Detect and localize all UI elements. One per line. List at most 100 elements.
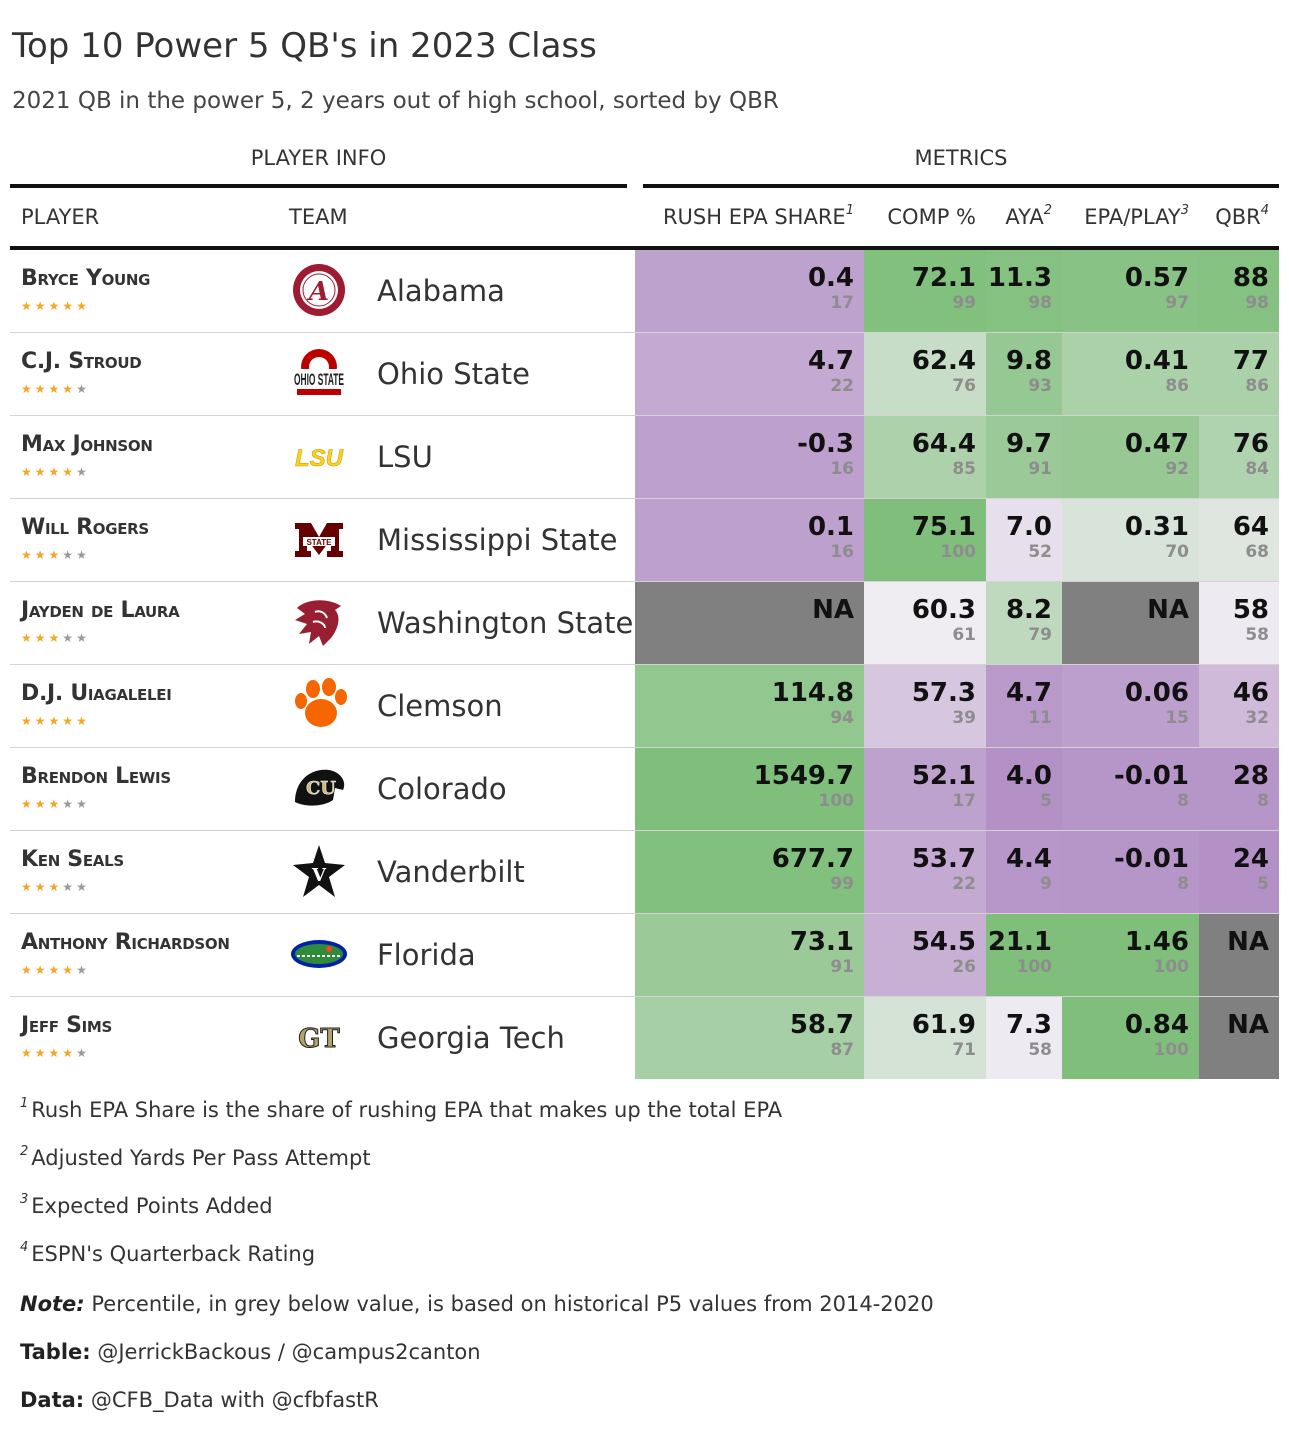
player-name: Jayden de Laura — [21, 598, 180, 623]
metric-percentile: 100 — [1153, 1040, 1190, 1060]
metric-percentile: 68 — [1245, 542, 1269, 562]
star-icon: ★ — [48, 797, 63, 811]
star-icon: ★ — [34, 299, 49, 313]
team-name: Washington State — [377, 606, 634, 640]
metric-value: 8.2 — [1005, 595, 1052, 625]
metric-percentile: 100 — [818, 791, 855, 811]
metric-cell-comp: 54.5 26 — [864, 914, 986, 996]
table-row: Jeff Sims ★★★★★ GT Georgia Tech 58.7 87 61.9 71… — [10, 997, 1279, 1080]
metric-cell-qbr: 28 8 — [1199, 748, 1279, 830]
svg-text:A: A — [306, 277, 329, 307]
footnote: 2 Adjusted Yards Per Pass Attempt — [20, 1144, 371, 1170]
table-row: Max Johnson ★★★★★ LSU LSU -0.3 16 64.4 85 9.7 91 0… — [10, 416, 1279, 499]
star-icon: ★ — [48, 382, 63, 396]
metric-percentile: 8 — [1177, 874, 1189, 894]
spanner-rule-player-info — [10, 184, 627, 188]
metric-percentile: 85 — [952, 459, 976, 479]
metric-cell-epa: 0.57 97 — [1062, 250, 1199, 332]
star-rating: ★★★★★ — [21, 1046, 90, 1060]
player-name: Jeff Sims — [21, 1013, 113, 1038]
table-row: Anthony Richardson ★★★★★ Florida 73.1 91 54.5… — [10, 914, 1279, 997]
metric-value: NA — [1227, 927, 1269, 957]
player-name: Brendon Lewis — [21, 764, 171, 789]
player-name: C.J. Stroud — [21, 349, 142, 374]
svg-text:LSU: LSU — [295, 445, 344, 472]
metric-cell-rush: 677.7 99 — [635, 831, 864, 913]
metric-value: 4.4 — [1005, 844, 1052, 874]
star-icon: ★ — [34, 465, 49, 479]
metric-value: 77 — [1232, 346, 1269, 376]
metric-cell-aya: 9.8 93 — [986, 333, 1062, 415]
metric-value: -0.3 — [797, 429, 854, 459]
metric-percentile: 86 — [1165, 376, 1189, 396]
table-row: Brendon Lewis ★★★★★ CU Colorado 1549.7 100 52.… — [10, 748, 1279, 831]
metric-value: 28 — [1232, 761, 1269, 791]
metric-value: 73.1 — [789, 927, 854, 957]
metric-percentile: 84 — [1245, 459, 1269, 479]
metric-cell-rush: NA — [635, 582, 864, 664]
star-icon: ★ — [76, 382, 90, 396]
spanner-player-info: PLAYER INFO — [250, 146, 387, 170]
star-icon: ★ — [62, 631, 77, 645]
table-row: Ken Seals ★★★★★ V Vanderbilt 677.7 99 53.7 22 4.… — [10, 831, 1279, 914]
header-rule — [10, 246, 1279, 250]
metric-value: 4.7 — [1005, 678, 1052, 708]
star-icon: ★ — [62, 382, 77, 396]
metric-value: 1549.7 — [753, 761, 854, 791]
metric-percentile: 32 — [1245, 708, 1269, 728]
metric-value: 62.4 — [911, 346, 976, 376]
star-icon: ★ — [21, 382, 35, 396]
metric-value: 54.5 — [911, 927, 976, 957]
metric-cell-qbr: NA — [1199, 914, 1279, 996]
metric-percentile: 100 — [1153, 957, 1190, 977]
star-icon: ★ — [76, 465, 90, 479]
star-icon: ★ — [48, 880, 63, 894]
star-icon: ★ — [21, 548, 35, 562]
metric-value: 60.3 — [911, 595, 976, 625]
metric-cell-qbr: 58 58 — [1199, 582, 1279, 664]
col-header-aya: AYA2 — [1005, 203, 1052, 229]
metric-value: 61.9 — [911, 1010, 976, 1040]
star-icon: ★ — [34, 1046, 49, 1060]
star-icon: ★ — [48, 963, 63, 977]
star-rating: ★★★★★ — [21, 299, 90, 313]
footnote: 3 Expected Points Added — [20, 1192, 273, 1218]
metric-value: 7.3 — [1005, 1010, 1052, 1040]
metric-value: 7.0 — [1005, 512, 1052, 542]
metric-cell-comp: 75.1 100 — [864, 499, 986, 581]
star-icon: ★ — [34, 797, 49, 811]
metric-percentile: 5 — [1257, 874, 1269, 894]
metric-cell-comp: 64.4 85 — [864, 416, 986, 498]
player-name: D.J. Uiagalelei — [21, 681, 172, 706]
star-rating: ★★★★★ — [21, 714, 90, 728]
table-row: Will Rogers ★★★★★ STATE Mississippi State 0.… — [10, 499, 1279, 582]
metric-percentile: 5 — [1040, 791, 1052, 811]
source-note: Table: @JerrickBackous / @campus2canton — [20, 1340, 481, 1364]
vanderbilt-logo: V — [289, 843, 349, 899]
star-rating: ★★★★★ — [21, 465, 90, 479]
metric-cell-comp: 57.3 39 — [864, 665, 986, 747]
metric-value: 46 — [1232, 678, 1269, 708]
col-header-comp-pct: COMP % — [887, 205, 976, 229]
metric-value: 64 — [1232, 512, 1269, 542]
team-name: Ohio State — [377, 357, 530, 391]
source-note: Data: @CFB_Data with @cfbfastR — [20, 1388, 379, 1412]
team-name: Clemson — [377, 689, 503, 723]
star-icon: ★ — [76, 631, 90, 645]
metric-percentile: 52 — [1028, 542, 1052, 562]
star-icon: ★ — [76, 548, 90, 562]
lsu-logo: LSU — [289, 428, 349, 484]
player-name: Anthony Richardson — [21, 930, 230, 955]
team-name: Florida — [377, 938, 476, 972]
team-name: Vanderbilt — [377, 855, 525, 889]
metric-percentile: 98 — [1028, 293, 1052, 313]
metric-value: 57.3 — [911, 678, 976, 708]
metric-value: 9.8 — [1005, 346, 1052, 376]
metric-cell-rush: 4.7 22 — [635, 333, 864, 415]
metric-cell-comp: 62.4 76 — [864, 333, 986, 415]
metric-value: 0.47 — [1124, 429, 1189, 459]
metric-value: 64.4 — [911, 429, 976, 459]
metric-value: NA — [812, 595, 854, 625]
alabama-logo: A — [289, 262, 349, 318]
metric-percentile: 97 — [1165, 293, 1189, 313]
